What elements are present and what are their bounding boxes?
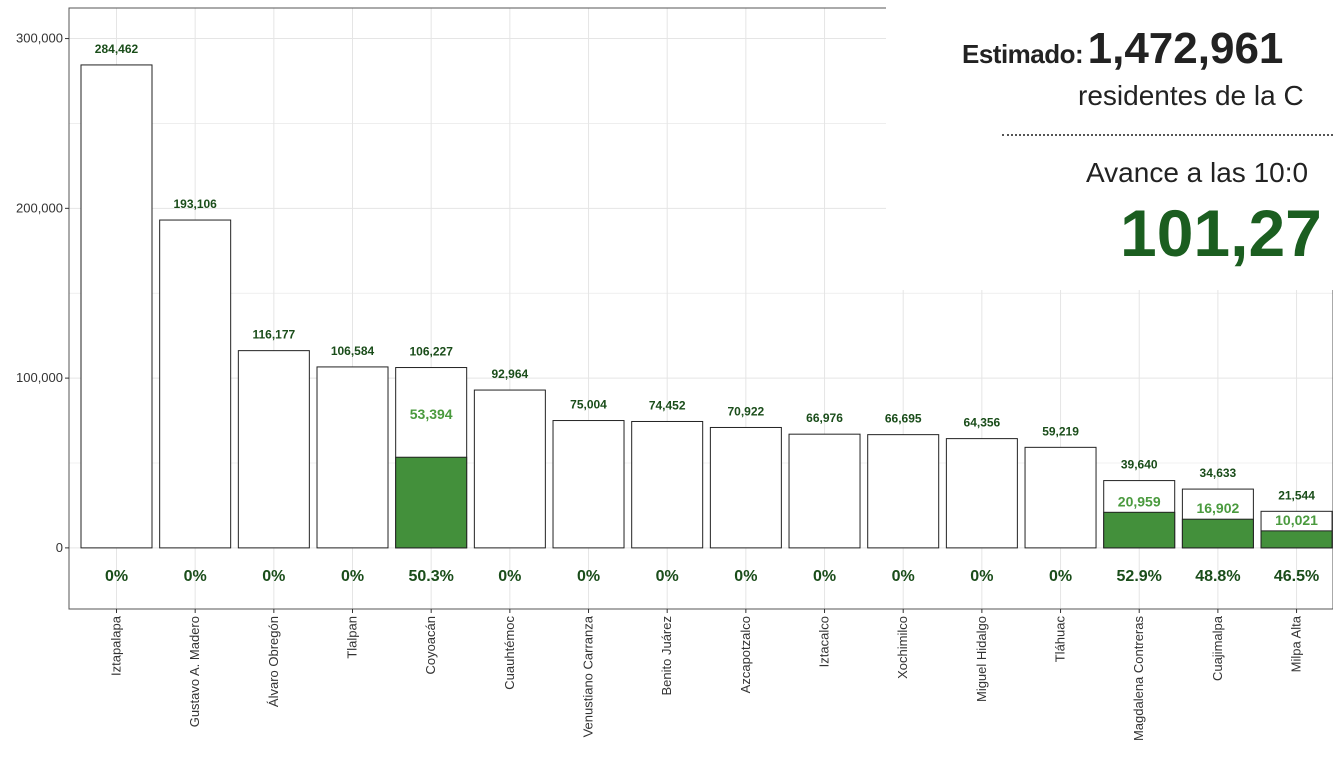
- dotted-divider: [1002, 134, 1333, 136]
- bar-total: [867, 434, 940, 549]
- bar-labels: 284,462 0% 193,106 0% 116,177 0% 106,584 0% 106,…: [95, 42, 1319, 585]
- summary-panel: Estimado: 1,472,961 residentes de la C A…: [886, 0, 1333, 290]
- bar-total: [788, 433, 861, 549]
- bar-total: [631, 420, 704, 549]
- total-value-label: 70,922: [728, 404, 765, 418]
- category-label: Coyoacán: [423, 616, 438, 675]
- advance-value-label: 53,394: [410, 406, 453, 422]
- category-label: Xochimilco: [895, 616, 910, 679]
- estimate-value: 1,472,961: [1087, 24, 1284, 73]
- category-label: Tlalpan: [345, 616, 360, 659]
- bar-total: [159, 219, 232, 549]
- progress-value: 101,27: [1120, 196, 1322, 270]
- bar-total: [1024, 446, 1097, 549]
- category-label: Cuajimalpa: [1210, 615, 1225, 681]
- category-label: Milpa Alta: [1289, 615, 1304, 672]
- category-label: Gustavo A. Madero: [187, 616, 202, 727]
- percent-label: 0%: [105, 568, 128, 585]
- bar-advance: [1103, 511, 1176, 549]
- percent-label: 0%: [656, 568, 679, 585]
- bar-total: [552, 420, 625, 549]
- category-label: Iztacalco: [817, 616, 832, 667]
- total-value-label: 34,633: [1200, 466, 1237, 480]
- category-label: Benito Juárez: [659, 616, 674, 696]
- total-value-label: 64,356: [964, 416, 1001, 430]
- plot-panel: [68, 7, 1333, 610]
- residents-text: residentes de la C: [1078, 80, 1304, 111]
- bar-total: [80, 64, 153, 549]
- advance-value-label: 10,021: [1275, 512, 1318, 528]
- bar-total: [709, 426, 782, 549]
- percent-label: 0%: [970, 568, 993, 585]
- x-axis: Iztapalapa Gustavo A. Madero Álvaro Obregó…: [109, 609, 1304, 741]
- category-label: Tláhuac: [1053, 616, 1068, 663]
- total-value-label: 39,640: [1121, 458, 1158, 472]
- y-tick-label: 300,000: [16, 31, 63, 46]
- percent-label: 0%: [498, 568, 521, 585]
- bar-total: [473, 389, 546, 549]
- category-label: Venustiano Carranza: [581, 615, 596, 737]
- y-tick-label: 200,000: [16, 200, 63, 215]
- bar-advance: [395, 456, 468, 549]
- y-tick-label: 100,000: [16, 370, 63, 385]
- bar-total: [945, 438, 1018, 549]
- y-axis: 0 100,000 200,000 300,000: [16, 31, 69, 555]
- total-value-label: 193,106: [173, 197, 217, 211]
- total-value-label: 74,452: [649, 398, 686, 412]
- y-tick-label: 0: [56, 540, 63, 555]
- total-value-label: 106,584: [331, 344, 375, 358]
- category-label: Cuauhtémoc: [502, 616, 517, 690]
- percent-label: 0%: [892, 568, 915, 585]
- category-label: Magdalena Contreras: [1131, 616, 1146, 742]
- category-label: Álvaro Obregón: [266, 616, 281, 707]
- total-value-label: 92,964: [491, 367, 528, 381]
- percent-label: 0%: [813, 568, 836, 585]
- percent-label: 50.3%: [408, 568, 453, 585]
- total-value-label: 66,976: [806, 411, 843, 425]
- total-value-label: 116,177: [252, 328, 295, 342]
- total-value-label: 75,004: [570, 398, 607, 412]
- percent-label: 0%: [734, 568, 757, 585]
- percent-label: 0%: [184, 568, 207, 585]
- percent-label: 46.5%: [1274, 568, 1319, 585]
- total-value-label: 66,695: [885, 412, 922, 426]
- progress-label: Avance a las 10:0: [1086, 157, 1309, 188]
- total-value-label: 21,544: [1278, 488, 1315, 502]
- category-label: Miguel Hidalgo: [974, 616, 989, 702]
- total-value-label: 59,219: [1042, 424, 1079, 438]
- advance-value-label: 16,902: [1196, 500, 1239, 516]
- bar-total: [237, 350, 310, 549]
- bar-advance: [1181, 518, 1254, 549]
- percent-label: 48.8%: [1195, 568, 1240, 585]
- total-value-label: 284,462: [95, 42, 139, 56]
- percent-label: 0%: [1049, 568, 1072, 585]
- category-label: Iztapalapa: [109, 615, 124, 676]
- bar-total: [316, 366, 389, 549]
- category-label: Azcapotzalco: [738, 616, 753, 693]
- advance-value-label: 20,959: [1118, 493, 1161, 509]
- total-value-label: 106,227: [409, 345, 453, 359]
- bars: [80, 64, 1333, 549]
- percent-label: 0%: [262, 568, 285, 585]
- bar-advance: [1260, 530, 1333, 549]
- estimate-label: Estimado:: [962, 39, 1084, 69]
- percent-label: 52.9%: [1117, 568, 1162, 585]
- percent-label: 0%: [577, 568, 600, 585]
- estimate-line: Estimado: 1,472,961: [962, 24, 1283, 74]
- percent-label: 0%: [341, 568, 364, 585]
